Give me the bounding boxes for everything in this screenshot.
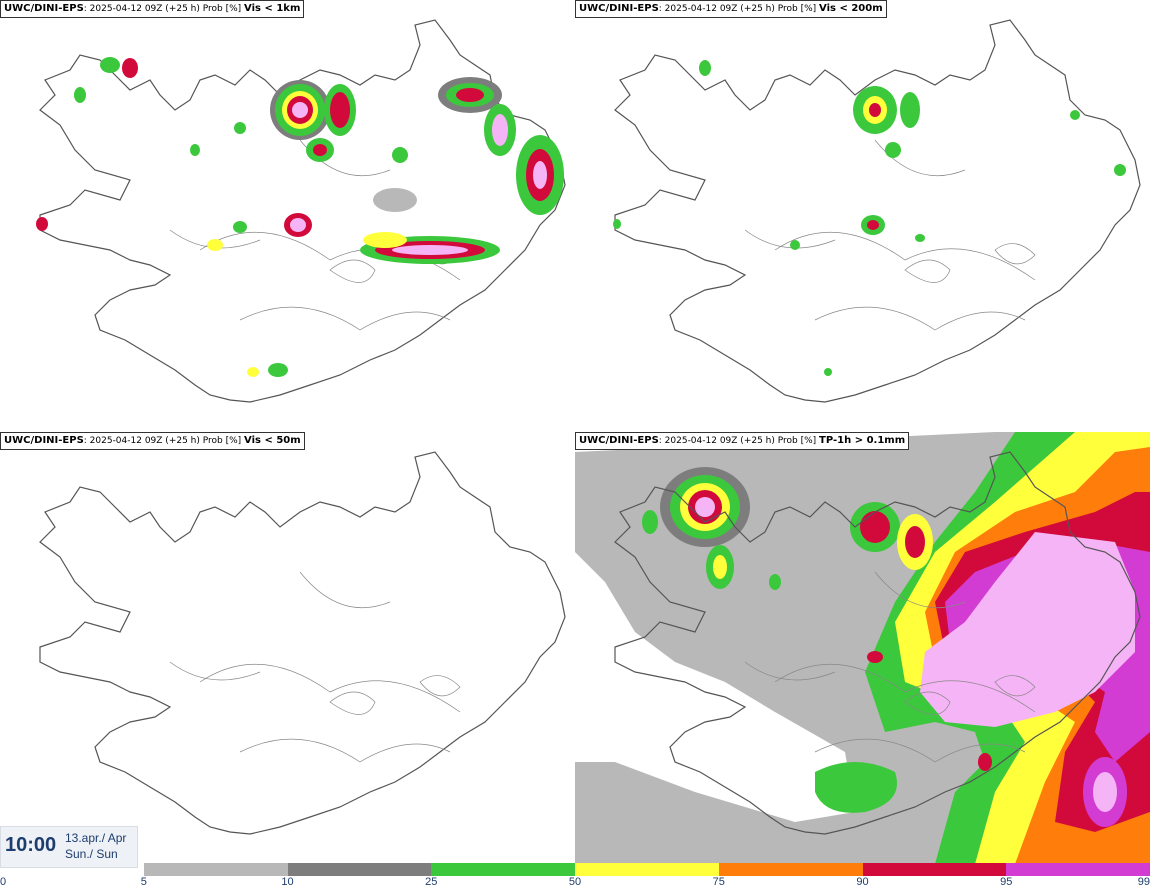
valid-weekday: Sun./ Sun xyxy=(65,847,118,861)
panel-source: UWC/DINI-EPS xyxy=(4,3,84,14)
panel-title: UWC/DINI-EPS: 2025-04-12 09Z (+25 h) Pro… xyxy=(0,432,305,450)
panel-source: UWC/DINI-EPS xyxy=(579,435,659,446)
panel-title: UWC/DINI-EPS: 2025-04-12 09Z (+25 h) Pro… xyxy=(575,432,910,450)
colorbar-segment xyxy=(431,863,575,876)
colorbar-tick-label: 99 xyxy=(1137,876,1150,888)
colorbar-tick-label: 10 xyxy=(281,876,294,888)
map-panel-precip: UWC/DINI-EPS: 2025-04-12 09Z (+25 h) Pro… xyxy=(575,432,1150,864)
panel-run: : 2025-04-12 09Z (+25 h) Prob [%] xyxy=(658,4,817,14)
probability-map xyxy=(613,19,1141,403)
colorbar-segment xyxy=(862,863,1007,876)
probability-areas xyxy=(613,60,1126,376)
probability-areas xyxy=(36,57,564,377)
colorbar-tick-label: 95 xyxy=(1000,876,1013,888)
probability-map xyxy=(575,432,1150,864)
panel-run: : 2025-04-12 09Z (+25 h) Prob [%] xyxy=(83,4,242,14)
colorbar-segment xyxy=(718,863,863,876)
colorbar-segment xyxy=(1006,863,1150,876)
panel-title: UWC/DINI-EPS: 2025-04-12 09Z (+25 h) Pro… xyxy=(0,0,305,18)
colorbar-legend: 0 5 10 25 50 75 90 95 99 xyxy=(0,862,1150,891)
colorbar-segment xyxy=(143,863,288,876)
panel-variable: Vis < 200m xyxy=(819,3,883,14)
probability-map xyxy=(36,19,566,403)
panel-source: UWC/DINI-EPS xyxy=(579,3,659,14)
panel-run: : 2025-04-12 09Z (+25 h) Prob [%] xyxy=(658,436,817,446)
panel-run: : 2025-04-12 09Z (+25 h) Prob [%] xyxy=(83,436,242,446)
valid-time: 10:00 xyxy=(5,834,57,856)
colorbar-tick-label: 75 xyxy=(712,876,725,888)
panel-title: UWC/DINI-EPS: 2025-04-12 09Z (+25 h) Pro… xyxy=(575,0,887,18)
colorbar-tick-label: 5 xyxy=(140,876,147,888)
colorbar-tick-label: 25 xyxy=(425,876,438,888)
probability-areas xyxy=(575,432,1150,864)
probability-map xyxy=(39,451,566,835)
colorbar-tick-label: 90 xyxy=(856,876,869,888)
panel-variable: TP-1h > 0.1mm xyxy=(819,435,906,446)
map-panel-vis-50m: UWC/DINI-EPS: 2025-04-12 09Z (+25 h) Pro… xyxy=(0,432,575,864)
valid-time-box: 10:00 13.apr./ Apr Sun./ Sun xyxy=(0,826,138,868)
map-panel-vis-1km: UWC/DINI-EPS: 2025-04-12 09Z (+25 h) Pro… xyxy=(0,0,575,432)
valid-date: 13.apr./ Apr xyxy=(65,831,127,845)
panel-source: UWC/DINI-EPS xyxy=(4,435,84,446)
panel-variable: Vis < 50m xyxy=(244,435,301,446)
colorbar-segment xyxy=(575,863,719,876)
colorbar-tick-label: 0 xyxy=(0,876,7,888)
map-panel-vis-200m: UWC/DINI-EPS: 2025-04-12 09Z (+25 h) Pro… xyxy=(575,0,1150,432)
panel-variable: Vis < 1km xyxy=(244,3,301,14)
colorbar-segment xyxy=(287,863,432,876)
colorbar-tick-label: 50 xyxy=(568,876,582,888)
